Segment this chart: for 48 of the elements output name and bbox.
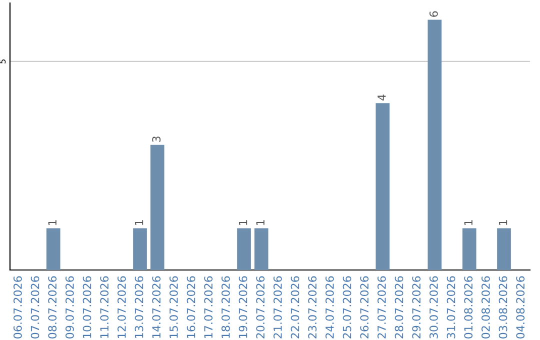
x-tick-label: 11.07.2026 [100, 276, 109, 338]
x-tick-label: 25.07.2026 [342, 276, 352, 338]
bar [133, 228, 147, 270]
data-label: 6 [429, 11, 438, 17]
x-tick-label: 06.07.2026 [13, 276, 22, 338]
data-label: 1 [464, 220, 472, 225]
x-tick-label: 28.07.2026 [394, 276, 404, 338]
x-tick-label: 19.07.2026 [238, 276, 248, 338]
bar [46, 228, 60, 270]
x-tick-label: 03.08.2026 [498, 276, 508, 338]
x-tick-label: 24.07.2026 [325, 276, 334, 338]
x-tick-label: 17.07.2026 [204, 276, 213, 338]
x-tick-label: 18.07.2026 [221, 276, 230, 338]
x-tick-label: 27.07.2026 [377, 276, 386, 338]
x-tick-label: 26.07.2026 [360, 276, 369, 338]
x-tick-label: 22.07.2026 [290, 276, 300, 338]
x-tick-label: 08.07.2026 [48, 276, 57, 338]
x-tick-label: 20.07.2026 [256, 276, 265, 338]
data-label: 1 [48, 220, 56, 225]
x-tick-label: 07.07.2026 [30, 276, 40, 338]
bar [254, 228, 268, 270]
x-tick-label: 01.08.2026 [464, 276, 473, 338]
x-tick-label: 09.07.2026 [65, 276, 74, 338]
x-tick-label: 29.07.2026 [412, 276, 421, 338]
data-label: 1 [134, 220, 144, 225]
x-tick-label: 12.07.2026 [117, 276, 126, 338]
data-label: 1 [498, 220, 508, 225]
bar [428, 20, 442, 270]
data-label: 4 [378, 94, 386, 100]
bar [150, 144, 164, 270]
x-tick-label: 15.07.2026 [169, 276, 178, 338]
x-tick-label: 31.07.2026 [446, 276, 456, 338]
data-label: 1 [256, 220, 264, 225]
x-tick-label: 13.07.2026 [134, 276, 144, 338]
x-tick-label: 04.08.2026 [516, 276, 525, 338]
data-label: 3 [152, 136, 161, 142]
bar [497, 228, 511, 270]
bar [376, 103, 390, 270]
x-tick-label: 10.07.2026 [82, 276, 92, 338]
bar [462, 228, 476, 270]
x-tick-label: 30.07.2026 [429, 276, 438, 338]
x-tick-label: 02.08.2026 [481, 276, 490, 338]
x-tick-label: 23.07.2026 [308, 276, 317, 338]
x-tick-label: 21.07.2026 [273, 276, 282, 338]
x-tick-label: 14.07.2026 [152, 276, 161, 338]
x-tick-label: 16.07.2026 [186, 276, 196, 338]
data-label: 1 [238, 220, 248, 225]
bar [237, 228, 251, 270]
